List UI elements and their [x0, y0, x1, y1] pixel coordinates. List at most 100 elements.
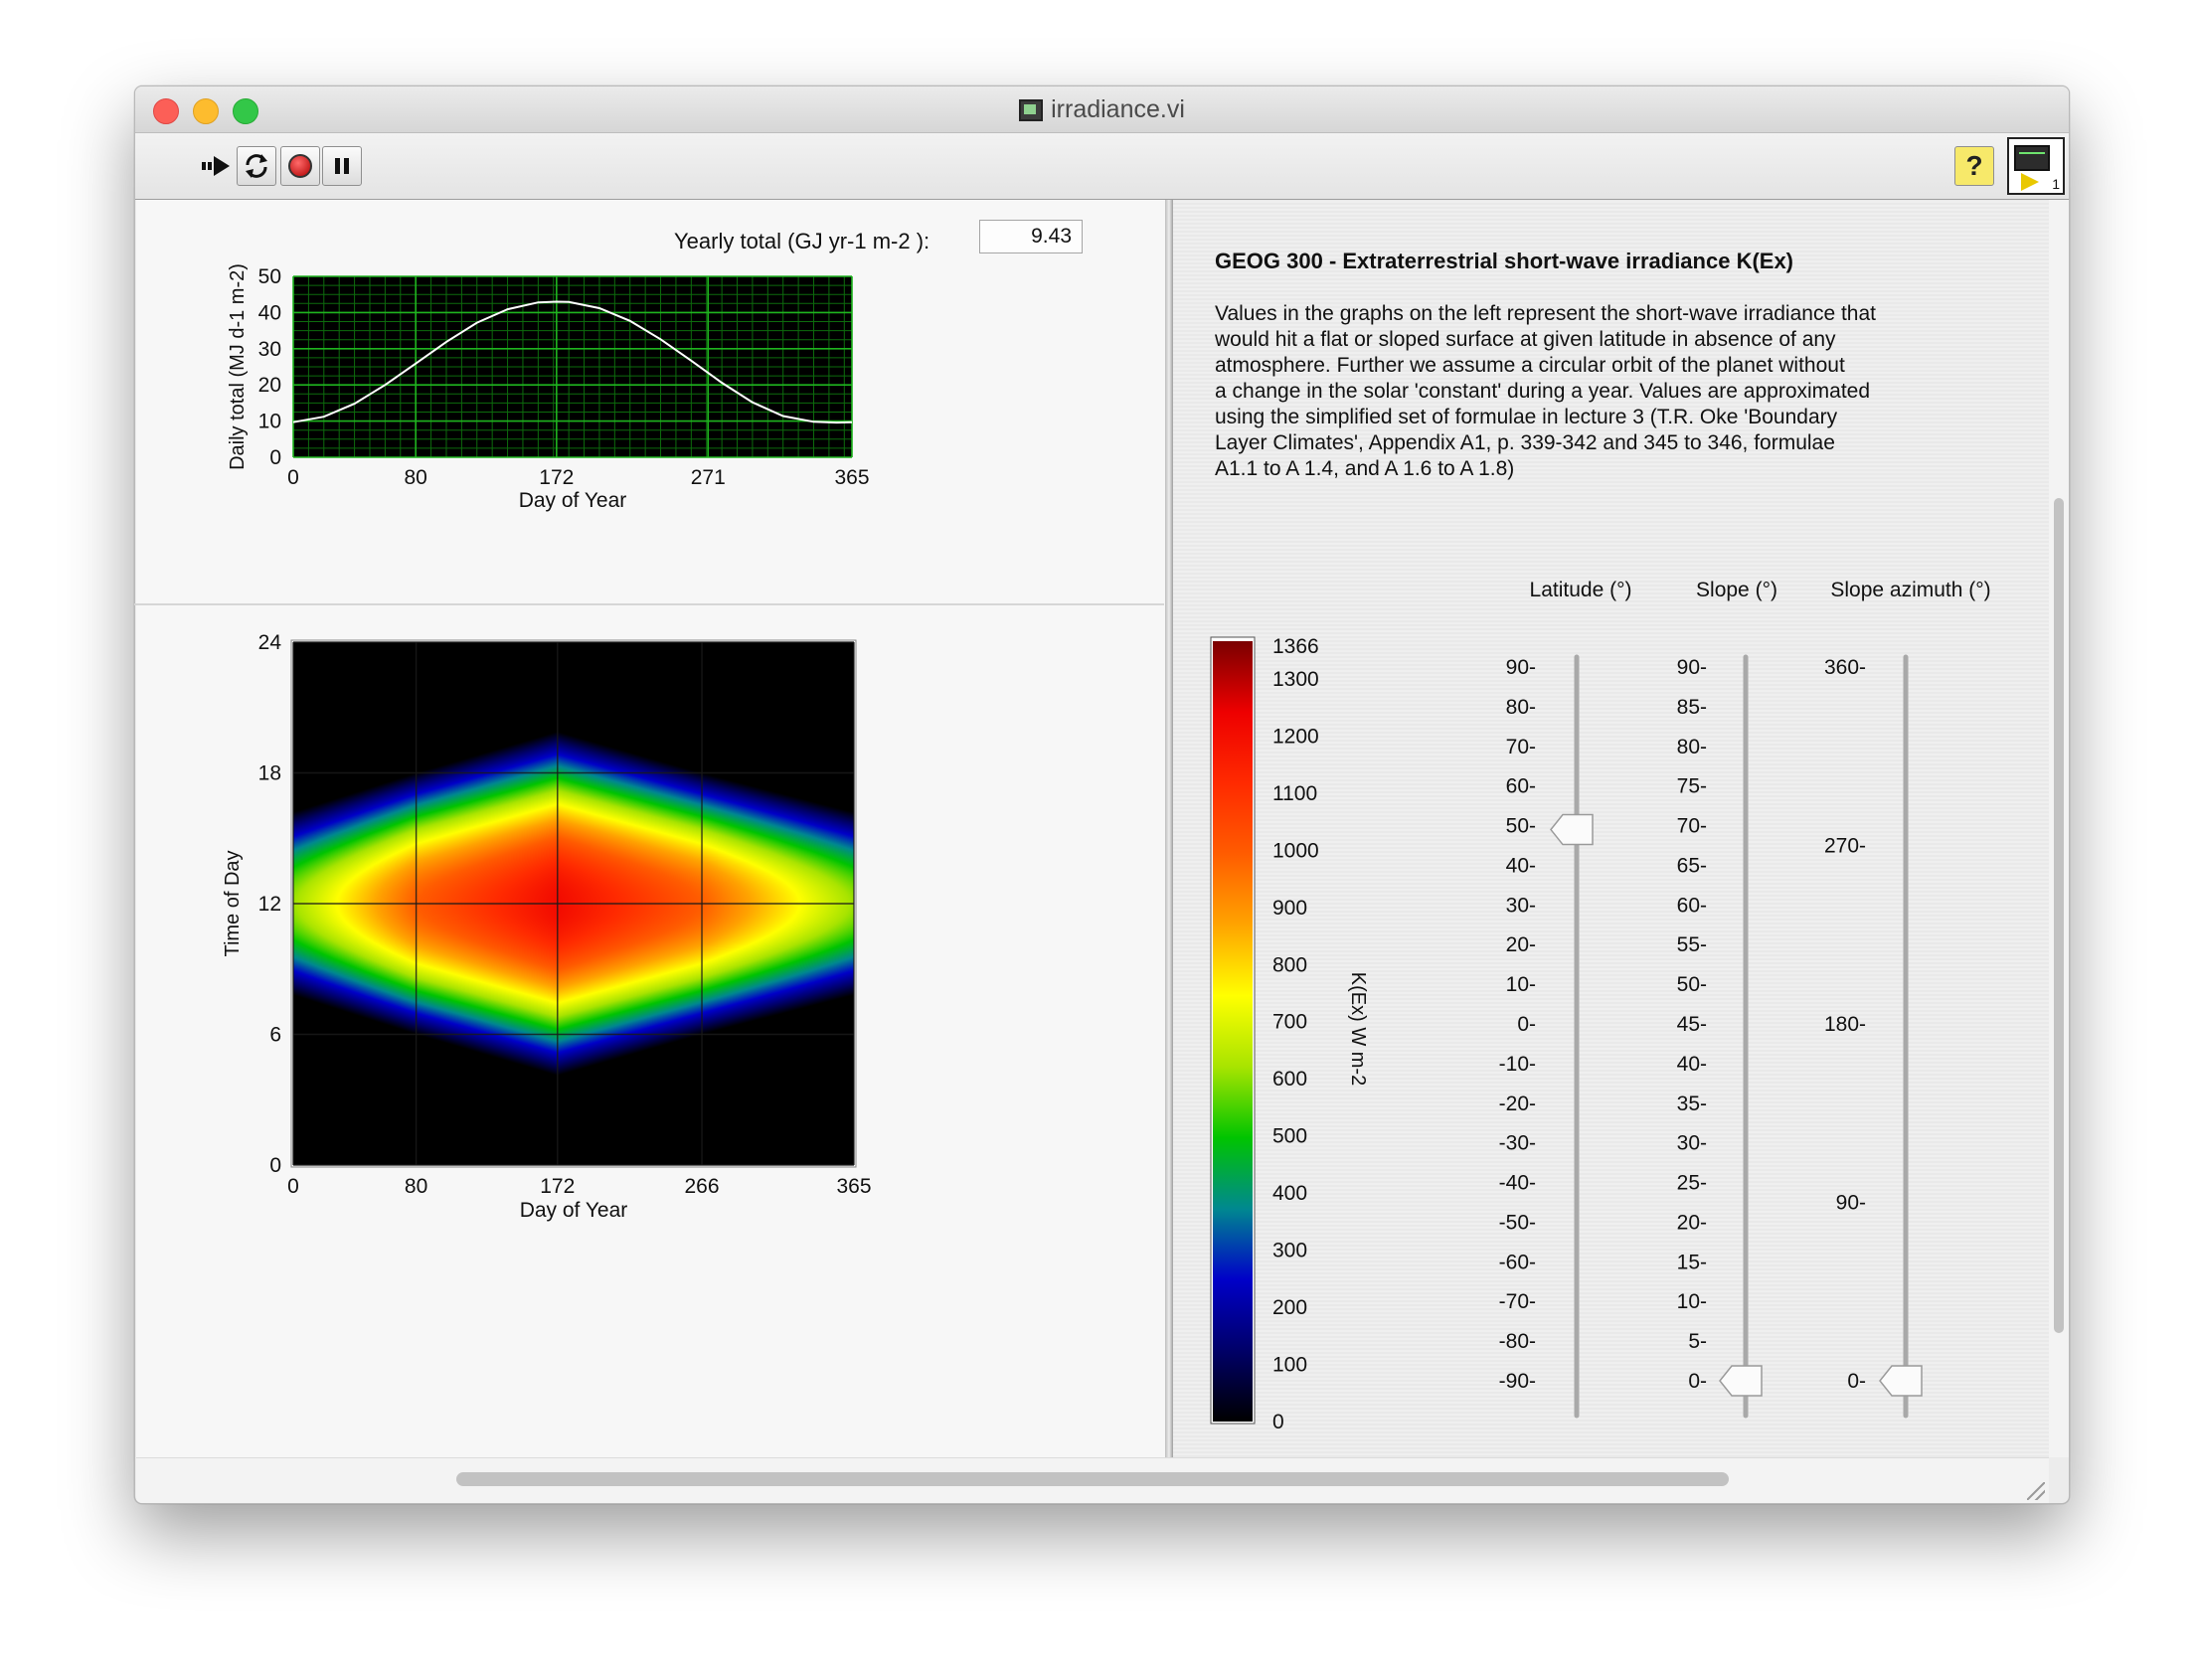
vi-arrow-icon [2021, 173, 2039, 191]
color-ramp-tick-label: 300 [1272, 1240, 1307, 1262]
latitude-tick-label: -90- [1499, 1370, 1536, 1393]
vertical-scrollbar[interactable] [2049, 200, 2069, 1457]
x-tick-label: 271 [691, 466, 726, 489]
latitude-label: Latitude (°) [1530, 579, 1632, 601]
slope-label: Slope (°) [1696, 579, 1777, 601]
resize-grip-icon[interactable] [2027, 1482, 2045, 1500]
yearly-total-indicator: 9.43 [979, 220, 1083, 253]
slope-tick-label: 30- [1677, 1132, 1707, 1155]
y-tick-label: 50 [258, 265, 281, 288]
x-tick-label: 0 [287, 1175, 299, 1198]
color-ramp-tick-label: 1200 [1272, 725, 1319, 748]
latitude-slider-thumb[interactable] [1550, 813, 1594, 846]
latitude-tick-label: -40- [1499, 1172, 1536, 1195]
close-button[interactable] [153, 98, 179, 124]
slope-azimuth-label: Slope azimuth (°) [1830, 579, 1990, 601]
vi-screen-icon [2014, 145, 2050, 171]
y-tick-label: 0 [269, 1154, 281, 1177]
run-continuously-icon [246, 154, 267, 178]
y-tick-label: 10 [258, 411, 281, 433]
horizontal-scroll-thumb[interactable] [456, 1472, 1729, 1486]
pane-splitter[interactable] [1165, 200, 1173, 1457]
color-ramp-tick-label: 100 [1272, 1354, 1307, 1377]
latitude-tick-label: 80- [1506, 696, 1536, 719]
color-ramp-tick-label: 1100 [1272, 782, 1317, 805]
zoom-button[interactable] [233, 98, 258, 124]
vertical-scroll-thumb[interactable] [2054, 498, 2064, 1333]
irradiance-intensity-chart: 0 80 172 266 365 0 6 12 18 24 Day of Year Time of D… [222, 631, 872, 1222]
y-axis-label: Daily total (MJ d-1 m-2) [227, 263, 249, 470]
color-ramp-tick-label: 1366 [1272, 635, 1319, 658]
color-ramp-tick-label: 500 [1272, 1125, 1307, 1148]
color-ramp-tick-label: 600 [1272, 1068, 1307, 1091]
slope-tick-label: 45- [1677, 1013, 1707, 1036]
slope-tick-label: 0- [1688, 1370, 1707, 1393]
slope-azimuth-slider-thumb[interactable] [1879, 1365, 1923, 1397]
latitude-tick-label: -30- [1499, 1132, 1536, 1155]
color-ramp-tick-label: 400 [1272, 1182, 1307, 1205]
slope-azimuth-tick-label: 0- [1847, 1370, 1866, 1393]
latitude-tick-label: 90- [1506, 656, 1536, 679]
description-line: Values in the graphs on the left represe… [1215, 302, 1876, 325]
daily-total-series-line [292, 300, 853, 424]
latitude-tick-label: 30- [1506, 894, 1536, 917]
help-button[interactable]: ? [1954, 146, 1994, 186]
x-tick-label: 80 [405, 1175, 427, 1198]
abort-button[interactable] [280, 146, 320, 186]
latitude-tick-label: 70- [1506, 736, 1536, 758]
slope-azimuth-tick-label: 180- [1824, 1013, 1866, 1036]
latitude-tick-label: -20- [1499, 1092, 1536, 1115]
description-heading: GEOG 300 - Extraterrestrial short-wave i… [1215, 249, 1794, 273]
title-bar[interactable]: irradiance.vi [135, 86, 2069, 133]
description-line: using the simplified set of formulae in … [1215, 406, 1838, 428]
slope-tick-label: 25- [1677, 1172, 1707, 1195]
yearly-total-label: Yearly total (GJ yr-1 m-2 ): [674, 229, 930, 253]
latitude-tick-label: 20- [1506, 933, 1536, 956]
latitude-tick-label: 60- [1506, 775, 1536, 798]
slope-azimuth-tick-label: 270- [1824, 835, 1866, 858]
x-tick-label: 365 [834, 466, 869, 489]
latitude-tick-label: -60- [1499, 1251, 1536, 1273]
vi-file-icon [1019, 99, 1044, 121]
y-tick-label: 0 [269, 446, 281, 469]
controls-area: 1366130012001100100090080070060050040030… [1210, 579, 1991, 1433]
description-text: Values in the graphs on the left represe… [1215, 301, 2020, 482]
color-ramp-tick-label: 800 [1272, 953, 1307, 976]
slope-tick-label: 15- [1677, 1251, 1707, 1273]
plot-frame [290, 639, 857, 1168]
vi-icon-panel[interactable]: 1 [2007, 137, 2065, 195]
x-axis-label: Day of Year [520, 1199, 628, 1222]
x-tick-label: 172 [539, 466, 574, 489]
y-tick-label: 12 [258, 893, 281, 916]
slope-slider-thumb[interactable] [1719, 1365, 1763, 1397]
description-line: A1.1 to A 1.4, and A 1.6 to A 1.8) [1215, 457, 1515, 480]
minimize-button[interactable] [193, 98, 219, 124]
slope-tick-label: 60- [1677, 894, 1707, 917]
right-controls-panel [1173, 200, 2049, 1457]
run-continuously-button[interactable] [237, 146, 276, 186]
color-ramp-tick-label: 1000 [1272, 839, 1319, 862]
latitude-tick-label: -10- [1499, 1053, 1536, 1076]
description-line: Layer Climates', Appendix A1, p. 339-342… [1215, 431, 1835, 454]
window-title-wrap: irradiance.vi [135, 86, 2069, 132]
slope-tick-label: 90- [1677, 656, 1707, 679]
color-ramp-tick-label: 900 [1272, 897, 1307, 920]
latitude-tick-label: -70- [1499, 1290, 1536, 1313]
toolbar: ? 1 [135, 133, 2069, 200]
run-button[interactable] [197, 146, 237, 186]
latitude-tick-label: -80- [1499, 1330, 1536, 1353]
slope-tick-label: 75- [1677, 775, 1707, 798]
slope-tick-label: 50- [1677, 973, 1707, 996]
abort-stop-icon [288, 154, 312, 178]
horizontal-scrollbar[interactable] [136, 1457, 2049, 1503]
x-tick-label: 0 [287, 466, 299, 489]
color-ramp-axis-label: K(Ex) W m-2 [1347, 972, 1369, 1086]
x-tick-label: 365 [836, 1175, 871, 1198]
pause-button[interactable] [322, 146, 362, 186]
x-tick-label: 80 [404, 466, 426, 489]
x-tick-label: 266 [685, 1175, 720, 1198]
latitude-tick-label: 40- [1506, 854, 1536, 877]
description-line: would hit a flat or sloped surface at gi… [1215, 328, 1836, 351]
run-arrow-icon [202, 156, 230, 176]
slope-tick-label: 55- [1677, 933, 1707, 956]
